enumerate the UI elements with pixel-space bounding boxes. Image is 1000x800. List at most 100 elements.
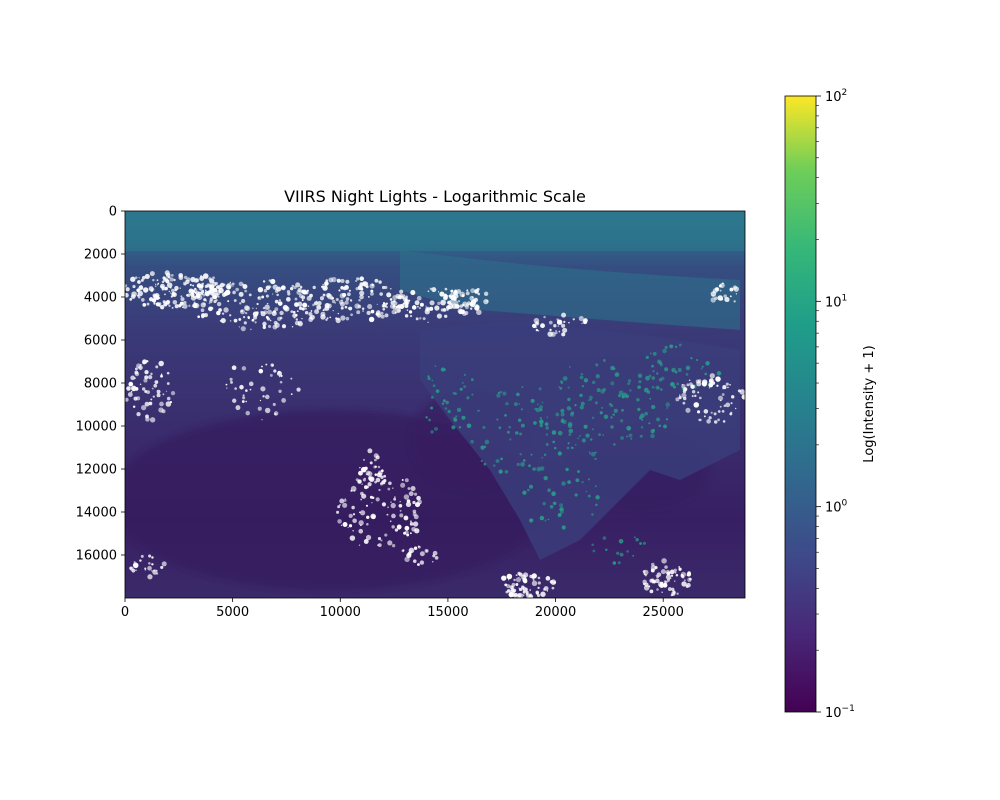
- x-tick-label: 15000: [427, 605, 468, 620]
- cloud-speck: [409, 532, 412, 535]
- cloud-speck: [301, 307, 305, 311]
- cloud-speck: [531, 580, 538, 587]
- cloud-speck: [389, 298, 393, 301]
- cloud-speck: [224, 289, 231, 296]
- cloud-speck: [232, 285, 234, 287]
- cloud-speck: [269, 373, 273, 377]
- city-light-dot: [716, 371, 722, 376]
- cloud-speck: [483, 291, 489, 296]
- cloud-speck: [678, 396, 682, 400]
- cloud-cover: [125, 270, 745, 598]
- cloud-speck: [147, 565, 152, 571]
- cloud-speck: [180, 295, 183, 298]
- cloud-speck: [729, 383, 731, 386]
- cloud-speck: [532, 579, 535, 581]
- cloud-speck: [501, 575, 507, 581]
- cloud-speck: [715, 376, 721, 382]
- cloud-speck: [410, 486, 416, 492]
- city-light-dot: [602, 536, 607, 540]
- cloud-speck: [719, 289, 722, 292]
- cloud-speck: [427, 290, 430, 293]
- cloud-speck: [171, 288, 175, 293]
- cloud-speck: [202, 289, 204, 292]
- cloud-speck: [384, 285, 388, 290]
- cloud-speck: [232, 398, 237, 403]
- city-light-dot: [602, 434, 605, 436]
- city-light-dot: [496, 418, 499, 421]
- cloud-speck: [193, 296, 195, 299]
- cloud-speck: [370, 309, 375, 314]
- cloud-speck: [399, 289, 404, 294]
- x-tick-label: 20000: [535, 605, 576, 620]
- cloud-speck: [457, 300, 461, 303]
- city-light-dot: [498, 469, 503, 474]
- cloud-speck: [697, 391, 700, 394]
- cloud-speck: [518, 572, 523, 577]
- cloud-speck: [361, 307, 365, 311]
- cloud-speck: [701, 381, 707, 387]
- cloud-speck: [329, 316, 332, 319]
- cloud-speck: [306, 295, 312, 301]
- city-light-dot: [559, 503, 564, 508]
- city-light-dot: [574, 493, 578, 497]
- city-light-dot: [519, 432, 523, 436]
- cloud-speck: [406, 309, 409, 311]
- city-light-dot: [558, 386, 561, 388]
- cloud-speck: [419, 560, 425, 565]
- city-light-dot: [595, 363, 599, 367]
- cloud-speck: [556, 319, 563, 325]
- y-axis: 0 2000 4000 6000 8000 10000 12000 14000 16000: [76, 205, 125, 564]
- cloud-speck: [322, 309, 325, 312]
- cloud-speck: [561, 323, 566, 328]
- cloud-speck: [235, 405, 241, 411]
- cloud-speck: [721, 410, 725, 413]
- cloud-speck: [416, 495, 421, 501]
- city-light-dot: [610, 416, 613, 419]
- cloud-speck: [281, 324, 287, 329]
- cloud-speck: [368, 476, 375, 482]
- cloud-speck: [142, 303, 147, 307]
- cloud-speck: [239, 302, 242, 305]
- city-light-dot: [579, 405, 584, 410]
- cloud-speck: [349, 535, 356, 541]
- cloud-speck: [129, 566, 133, 570]
- colorbar-gradient: [784, 95, 817, 713]
- cloud-speck: [151, 288, 155, 291]
- cloud-speck: [152, 395, 155, 398]
- cloud-speck: [352, 518, 357, 524]
- city-light-dot: [618, 538, 624, 544]
- cloud-speck: [215, 282, 217, 284]
- cloud-speck: [352, 530, 354, 532]
- city-light-dot: [581, 438, 586, 443]
- cloud-speck: [192, 293, 195, 296]
- cloud-speck: [686, 574, 689, 577]
- cloud-speck: [161, 280, 165, 284]
- cloud-speck: [416, 295, 422, 301]
- cloud-speck: [272, 324, 278, 330]
- cloud-speck: [709, 379, 713, 384]
- city-light-dot: [613, 408, 618, 413]
- cloud-speck: [229, 281, 232, 284]
- city-light-dot: [635, 538, 639, 542]
- cloud-speck: [293, 285, 297, 290]
- city-light-dot: [589, 398, 592, 401]
- cloud-speck: [163, 302, 168, 307]
- city-light-dot: [591, 428, 594, 431]
- city-light-dot: [541, 401, 544, 404]
- cloud-speck: [322, 293, 326, 297]
- city-light-dot: [466, 423, 472, 429]
- cloud-speck: [262, 280, 266, 283]
- city-light-dot: [587, 399, 590, 402]
- city-light-dot: [652, 428, 656, 432]
- cloud-speck: [301, 289, 306, 294]
- city-light-dot: [580, 372, 584, 376]
- cloud-speck: [414, 502, 421, 508]
- cloud-speck: [144, 567, 147, 570]
- cloud-speck: [303, 292, 306, 295]
- cloud-speck: [416, 305, 419, 308]
- colorbar-tick-label: 101: [825, 293, 847, 310]
- city-light-dot: [545, 433, 549, 436]
- cloud-speck: [351, 505, 355, 510]
- cloud-speck: [183, 275, 188, 280]
- city-light-dot: [542, 501, 546, 506]
